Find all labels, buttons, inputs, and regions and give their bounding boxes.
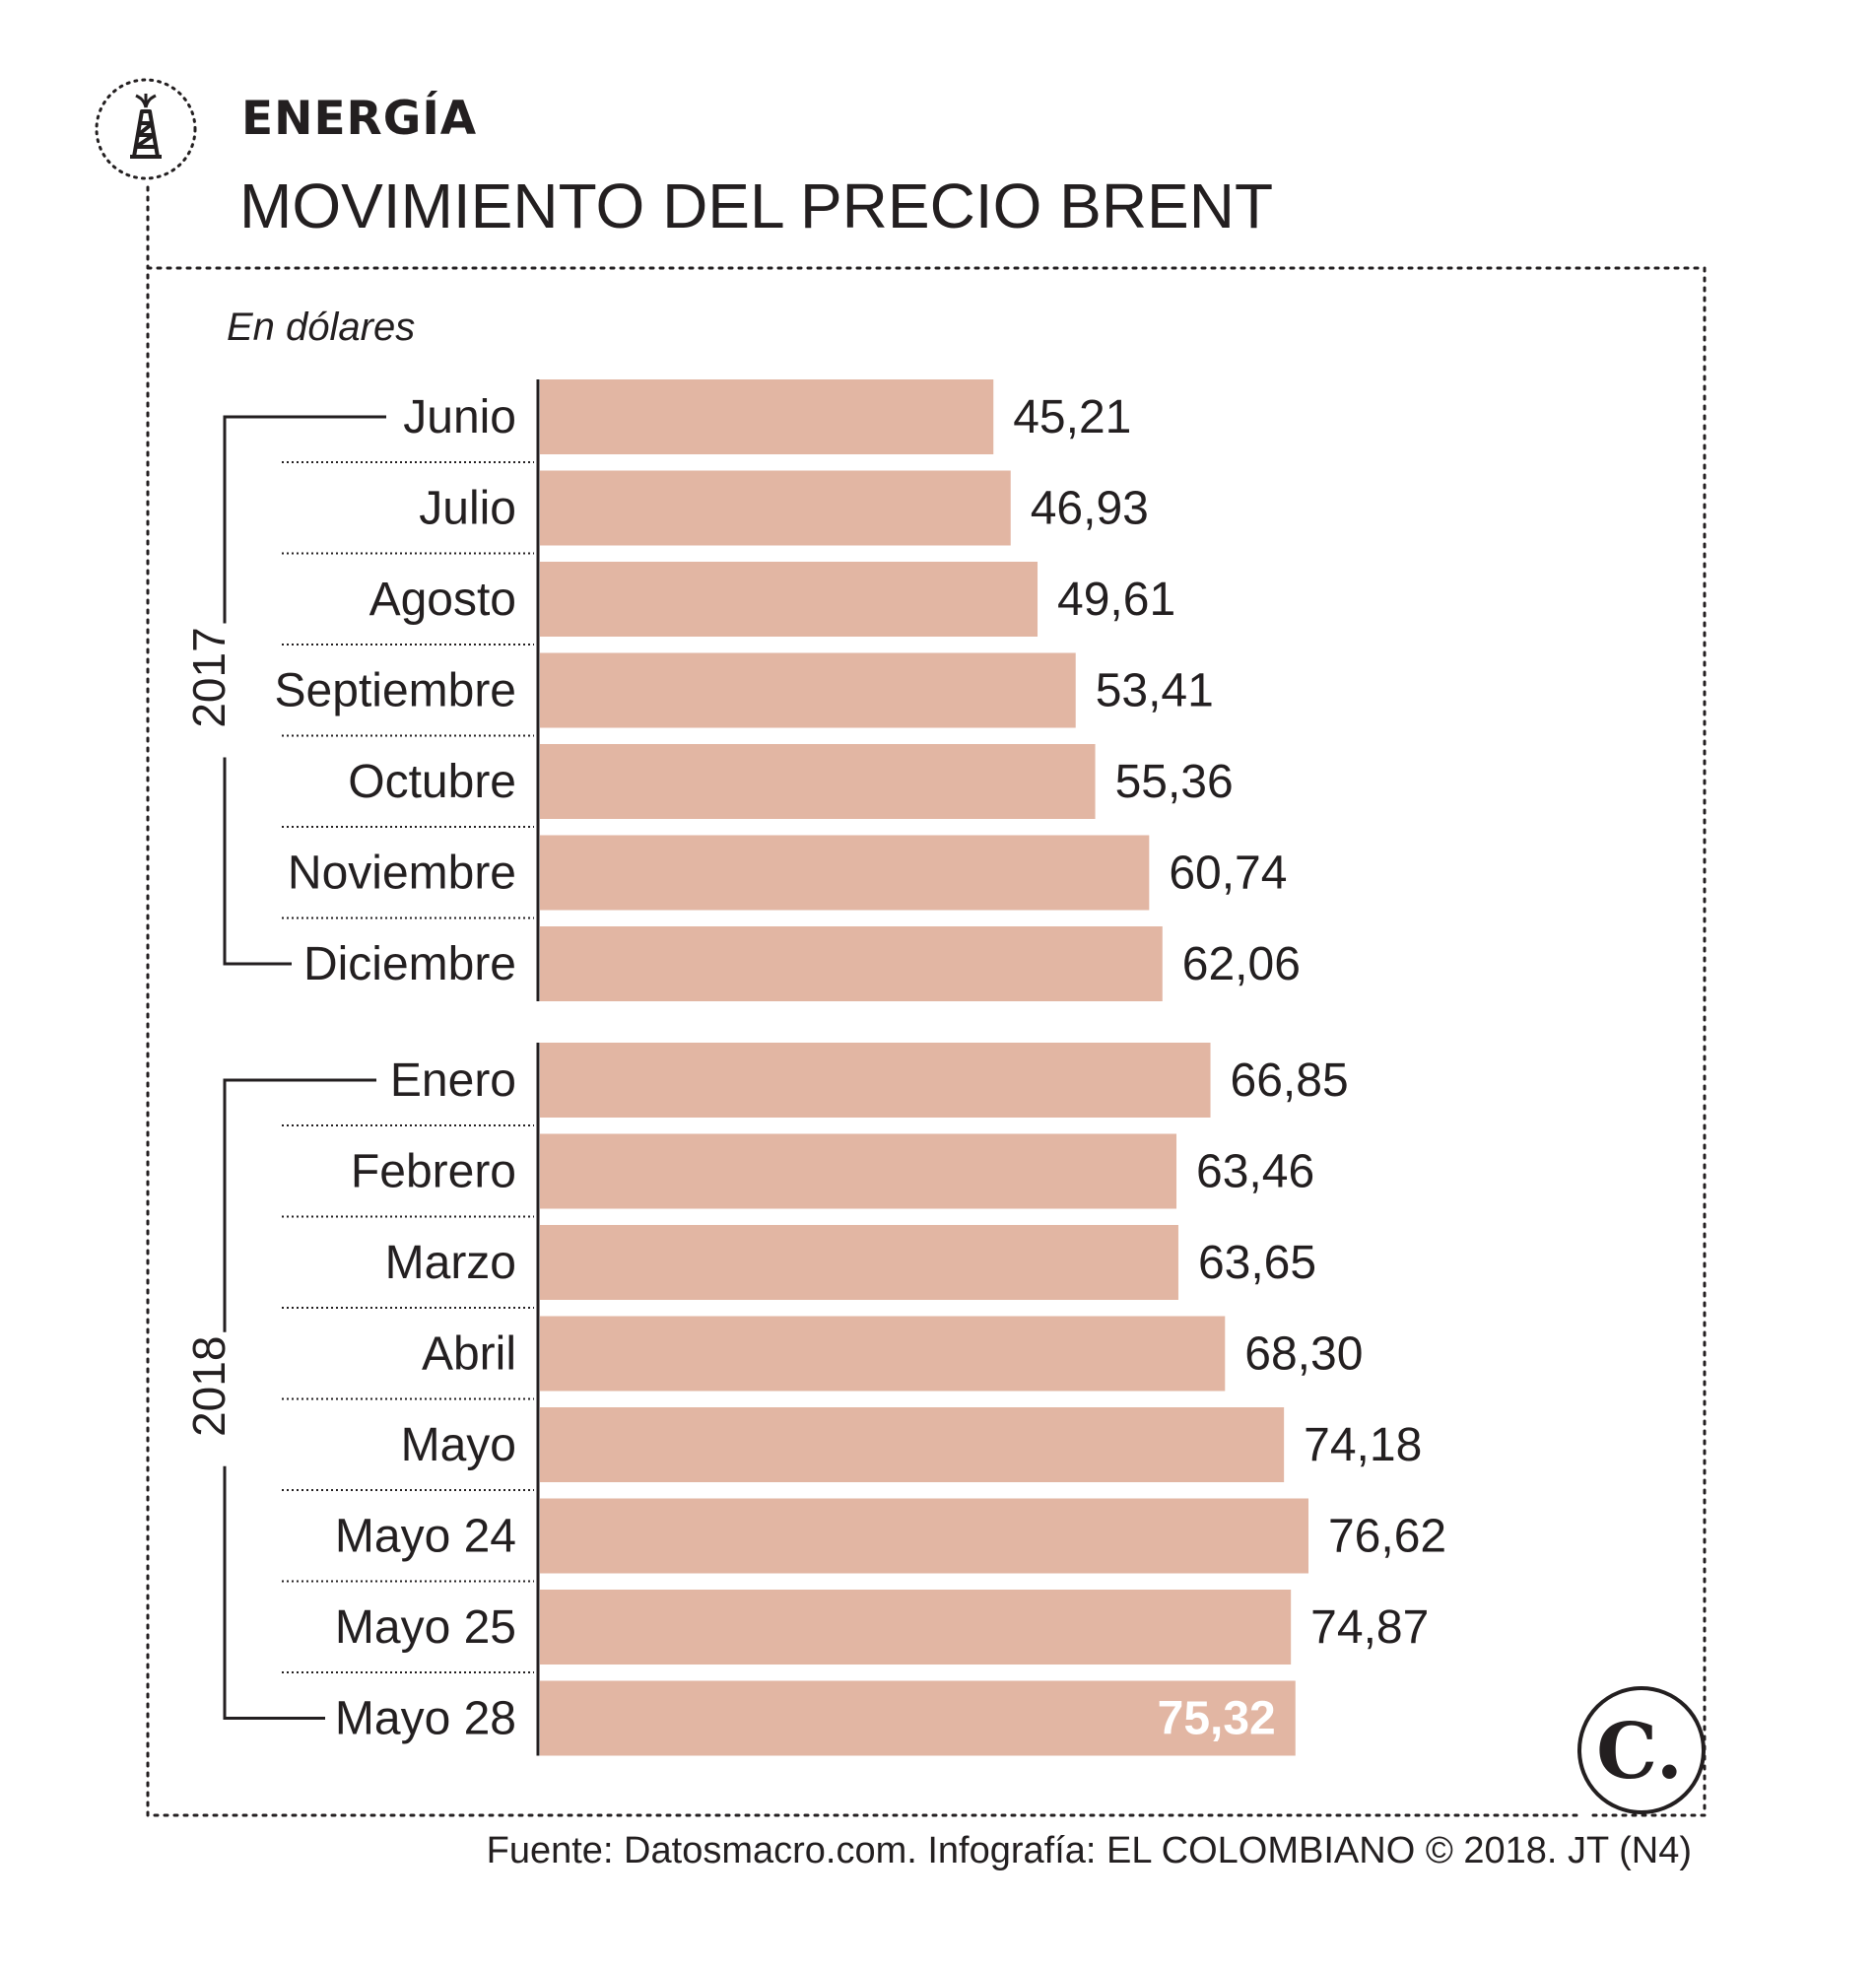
category-label: Mayo 24 bbox=[335, 1511, 516, 1563]
value-label: 76,62 bbox=[1328, 1511, 1446, 1563]
bar bbox=[540, 1316, 1226, 1392]
el-colombiano-logo-icon: C. bbox=[1577, 1686, 1706, 1814]
value-label: 60,74 bbox=[1169, 848, 1287, 900]
bar bbox=[540, 1133, 1177, 1209]
value-label: 63,65 bbox=[1198, 1237, 1316, 1289]
year-bracket bbox=[223, 1078, 376, 1332]
value-label: 74,87 bbox=[1310, 1601, 1429, 1654]
unit-label: En dólares bbox=[227, 306, 416, 349]
bar bbox=[540, 470, 1011, 546]
category-label: Octubre bbox=[348, 756, 516, 808]
chart-title: MOVIMIENTO DEL PRECIO BRENT bbox=[239, 170, 1274, 241]
value-label: 66,85 bbox=[1231, 1054, 1349, 1107]
category-label: Mayo 28 bbox=[335, 1693, 516, 1745]
bar bbox=[540, 562, 1038, 637]
category-label: Agosto bbox=[369, 574, 516, 626]
year-bracket bbox=[223, 757, 292, 966]
category-label: Enero bbox=[390, 1054, 516, 1107]
value-label: 75,32 bbox=[1158, 1693, 1276, 1745]
category-label: Septiembre bbox=[275, 665, 516, 717]
bar bbox=[540, 835, 1150, 911]
bar bbox=[540, 1407, 1285, 1482]
chart-frame bbox=[146, 185, 1707, 1817]
bar bbox=[540, 1225, 1178, 1300]
category-label: Abril bbox=[422, 1328, 516, 1381]
bar bbox=[540, 1498, 1308, 1574]
bar bbox=[540, 379, 994, 454]
category-label: Mayo 25 bbox=[335, 1601, 516, 1654]
value-label: 62,06 bbox=[1182, 938, 1301, 990]
year-bracket bbox=[223, 1465, 325, 1720]
category-label: Noviembre bbox=[288, 848, 516, 900]
value-label: 68,30 bbox=[1244, 1328, 1363, 1381]
value-label: 53,41 bbox=[1096, 665, 1214, 717]
year-label: 2018 bbox=[183, 1336, 234, 1437]
value-label: 45,21 bbox=[1013, 391, 1131, 443]
value-label: 63,46 bbox=[1196, 1146, 1314, 1198]
category-label: Febrero bbox=[351, 1146, 516, 1198]
value-label: 46,93 bbox=[1031, 483, 1149, 535]
logo-text: C. bbox=[1596, 1707, 1683, 1797]
bar bbox=[540, 926, 1163, 1001]
value-label: 74,18 bbox=[1304, 1419, 1422, 1471]
section-label: ENERGÍA bbox=[241, 92, 478, 146]
year-label: 2017 bbox=[183, 627, 234, 727]
bar bbox=[540, 652, 1076, 728]
bar bbox=[540, 744, 1096, 819]
category-label: Mayo bbox=[401, 1419, 516, 1471]
value-label: 55,36 bbox=[1115, 756, 1234, 808]
bar bbox=[540, 1043, 1211, 1118]
category-label: Diciembre bbox=[303, 938, 516, 990]
bar bbox=[540, 1590, 1292, 1665]
year-bracket bbox=[223, 415, 386, 624]
oil-derrick-icon bbox=[95, 78, 197, 180]
category-label: Julio bbox=[419, 483, 516, 535]
category-label: Marzo bbox=[385, 1237, 516, 1289]
category-label: Junio bbox=[403, 391, 516, 443]
bar bbox=[540, 1680, 1296, 1756]
source-text: Fuente: Datosmacro.com. Infografía: EL C… bbox=[486, 1830, 1692, 1871]
value-label: 49,61 bbox=[1057, 574, 1175, 626]
